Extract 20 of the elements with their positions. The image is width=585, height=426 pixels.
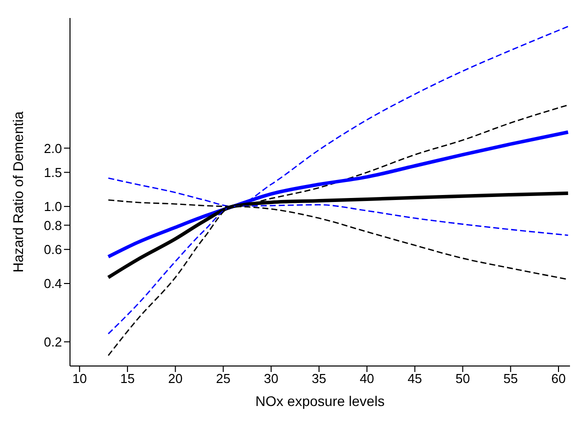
x-tick-label: 45 [408, 371, 422, 386]
y-tick-label: 1.5 [44, 164, 62, 180]
y-tick-label: 0.6 [44, 242, 62, 258]
y-tick-label: 0.4 [44, 276, 62, 292]
y-tick-label: 0.2 [44, 334, 62, 350]
y-tick-label: 2.0 [44, 140, 62, 156]
y-axis-title: Hazard Ratio of Dementia [10, 111, 26, 273]
x-tick-label: 35 [312, 371, 326, 386]
x-tick-label: 55 [503, 371, 518, 386]
x-tick-label: 25 [216, 371, 230, 386]
x-tick-label: 10 [72, 371, 87, 386]
x-tick-label: 30 [264, 371, 278, 386]
x-tick-label: 50 [455, 371, 470, 386]
x-tick-label: 60 [551, 371, 566, 386]
x-tick-label: 15 [120, 371, 135, 386]
x-axis-title: NOx exposure levels [255, 393, 385, 409]
x-tick-label: 40 [360, 371, 374, 386]
x-tick-label: 20 [168, 371, 183, 386]
y-tick-label: 1.0 [44, 199, 62, 214]
y-tick-label: 0.8 [44, 218, 62, 233]
